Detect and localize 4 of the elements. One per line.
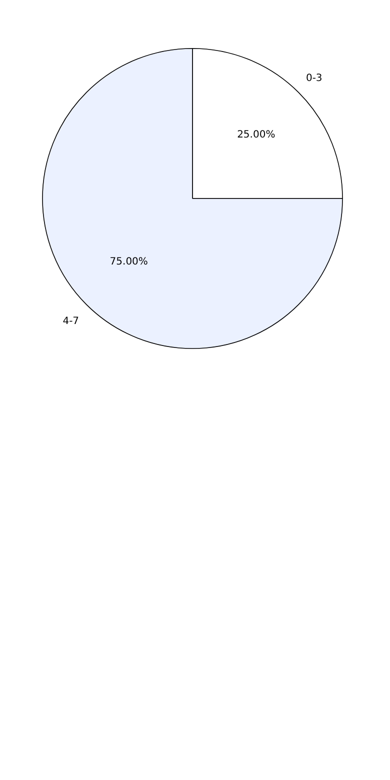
data-label: 25.00%: [237, 129, 276, 140]
slice-label: 4-7: [62, 316, 80, 328]
data-label: 75.00%: [110, 256, 148, 268]
slice-label: 0-3: [306, 72, 322, 84]
